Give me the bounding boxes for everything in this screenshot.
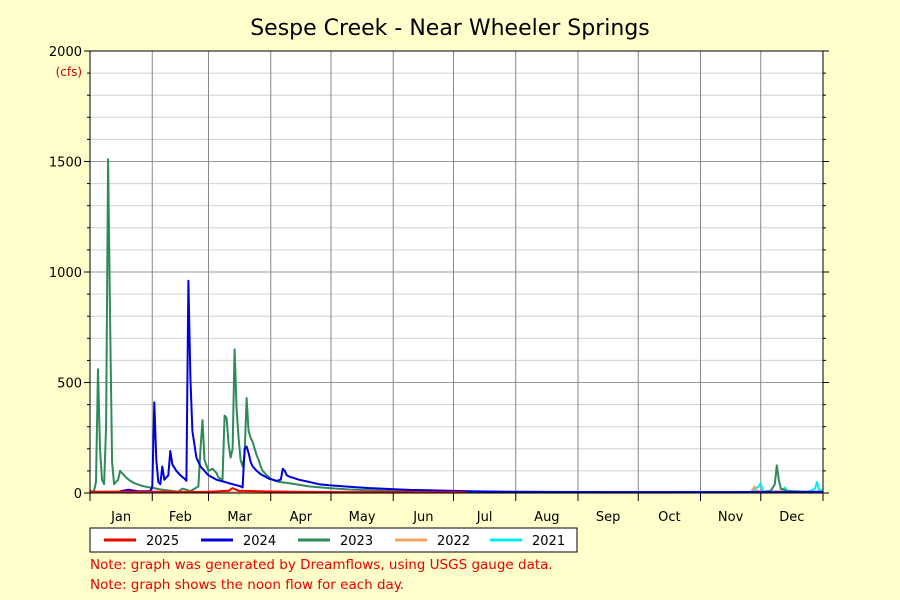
- legend: 2025 2024 2023 2022 2021: [89, 527, 578, 553]
- axes: 0 500 1000 1500 2000 Jan Feb Mar Apr May Jun Jul Aug…: [49, 45, 829, 525]
- note-noon-flow: Note: graph shows the noon flow for each…: [90, 577, 405, 593]
- x-tick-label: Jul: [476, 510, 493, 525]
- legend-label-2022: 2022: [437, 534, 470, 549]
- y-tick-label: 500: [57, 377, 82, 392]
- legend-label-2021: 2021: [532, 534, 565, 549]
- x-tick-label: Feb: [169, 510, 192, 525]
- x-tick-label: Apr: [290, 510, 313, 525]
- legend-label-2024: 2024: [243, 534, 276, 549]
- note-data-source: Note: graph was generated by Dreamflows,…: [90, 557, 553, 573]
- series-line-2025: [89, 487, 466, 494]
- x-tick-label: Jan: [110, 510, 131, 525]
- y-tick-label: 2000: [49, 45, 82, 60]
- y-tick-label: 1500: [49, 156, 82, 171]
- x-tick-label: May: [349, 510, 376, 525]
- legend-label-2025: 2025: [146, 534, 179, 549]
- series-line-2024: [90, 279, 823, 494]
- x-tick-label: Jun: [412, 510, 433, 525]
- legend-label-2023: 2023: [340, 534, 373, 549]
- x-tick-label: Aug: [534, 510, 559, 525]
- y-tick-label: 1000: [49, 266, 82, 281]
- y-axis-unit-label: (cfs): [56, 65, 82, 79]
- x-tick-label: Oct: [658, 510, 680, 525]
- x-tick-label: Sep: [596, 510, 621, 525]
- y-tick-label: 0: [74, 487, 82, 502]
- chart-title: Sespe Creek - Near Wheeler Springs: [250, 16, 650, 41]
- x-tick-label: Dec: [779, 510, 804, 525]
- grid-lines: [90, 51, 823, 493]
- x-tick-label: Nov: [718, 510, 744, 525]
- x-tick-label: Mar: [227, 510, 252, 525]
